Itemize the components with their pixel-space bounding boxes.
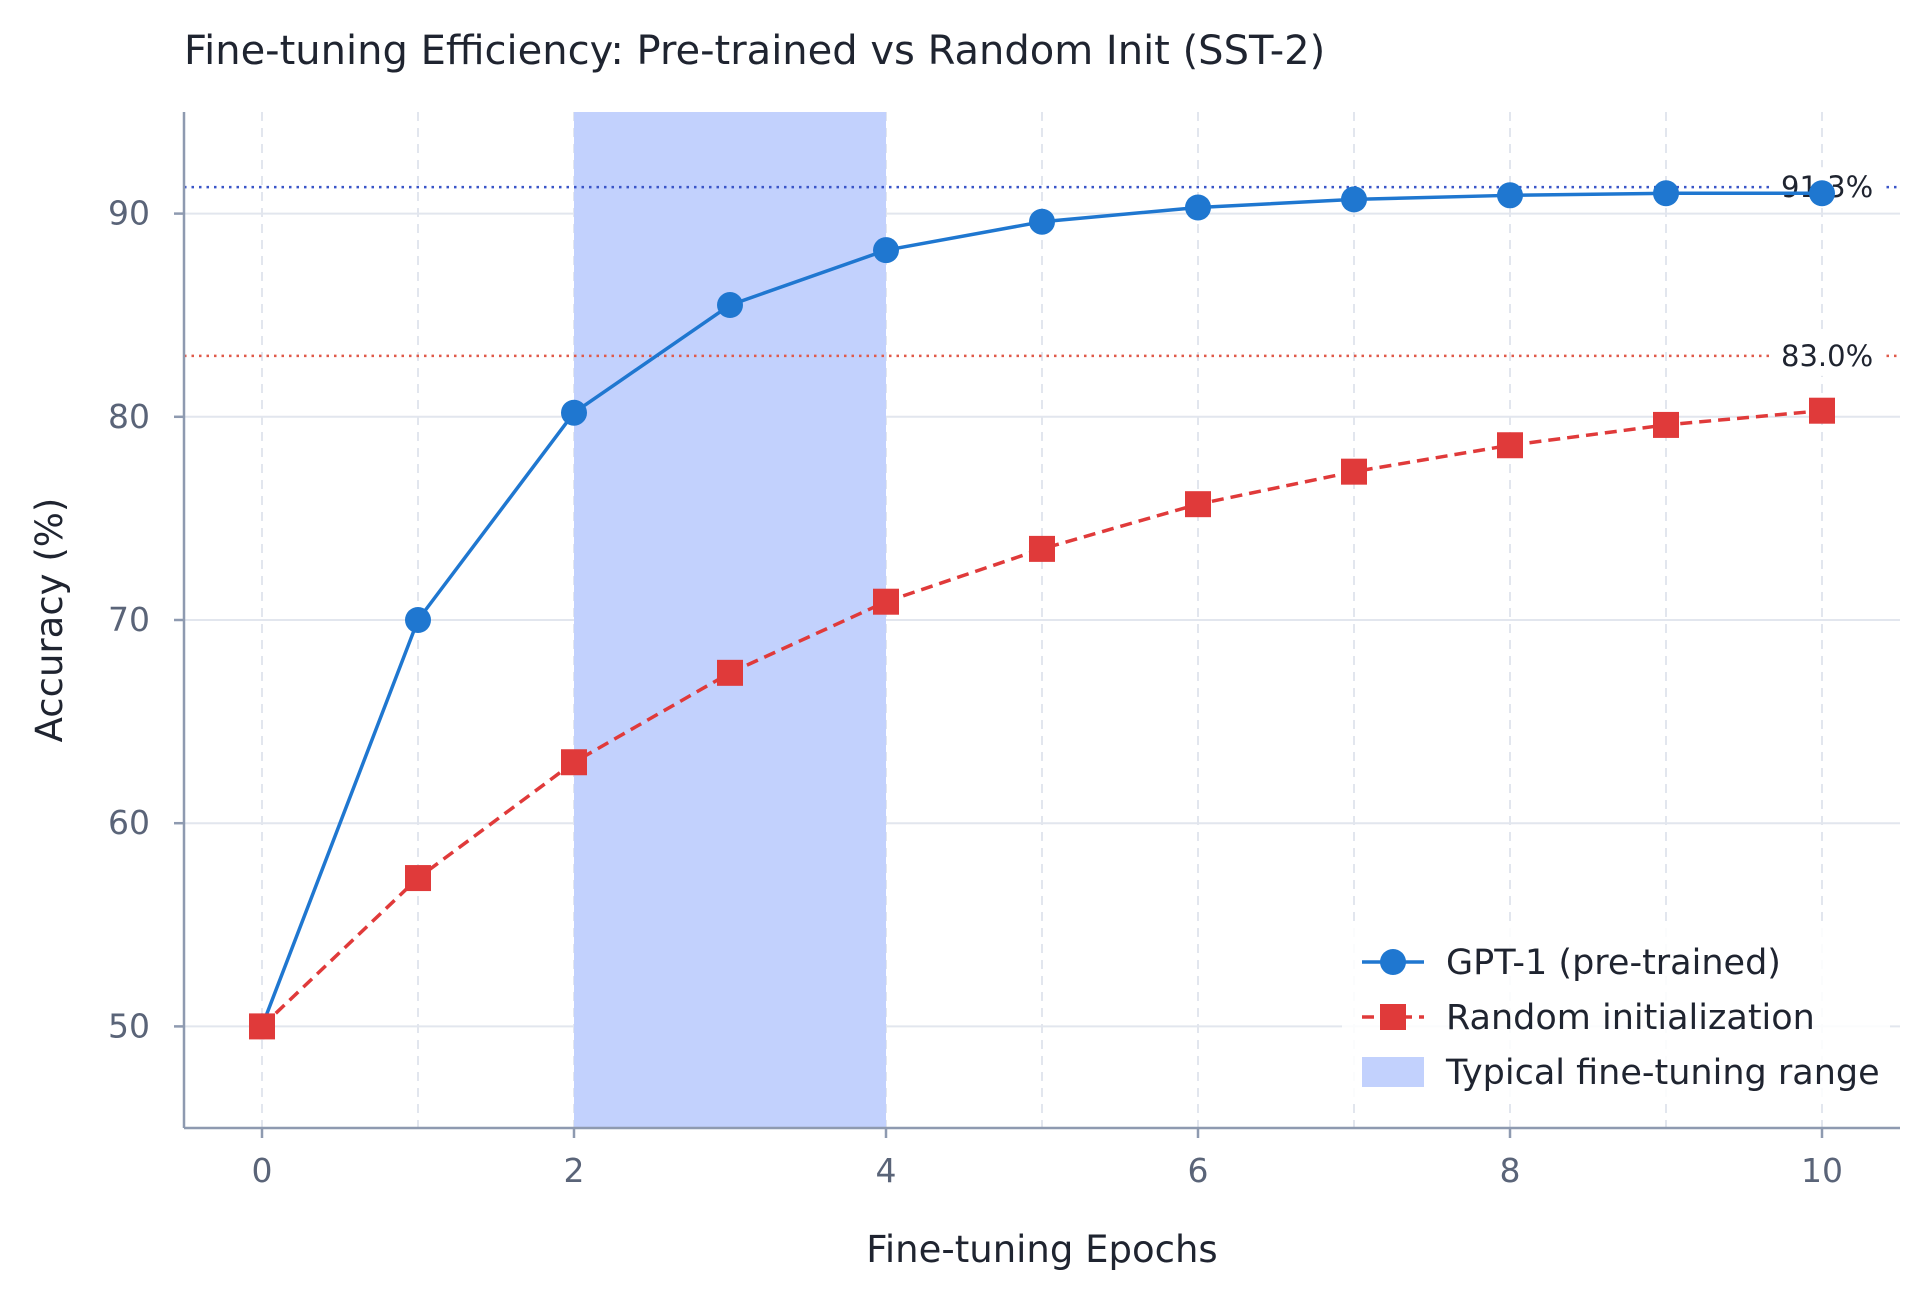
legend-box	[1342, 926, 1890, 1104]
data-point	[249, 1013, 275, 1040]
y-tick-label: 60	[108, 803, 150, 842]
data-point	[405, 607, 431, 633]
data-point	[561, 749, 587, 776]
legend-swatch	[1362, 1057, 1424, 1087]
x-tick-label: 4	[876, 1151, 897, 1190]
data-point	[1185, 194, 1211, 221]
y-axis-label: Accuracy (%)	[28, 498, 71, 743]
data-point	[1341, 186, 1367, 213]
y-tick-label: 80	[108, 397, 150, 436]
data-point	[1653, 180, 1679, 207]
reference-label: 83.0%	[1781, 339, 1873, 373]
data-point	[1341, 458, 1367, 485]
x-tick-label: 6	[1188, 1151, 1209, 1190]
x-tick-label: 0	[252, 1151, 273, 1190]
data-point	[1029, 208, 1055, 235]
axes: 50 60 70 80 90 0 2 4 6 8 10	[108, 112, 1900, 1190]
chart-title: Fine-tuning Efficiency: Pre-trained vs R…	[184, 28, 1325, 74]
x-axis-label: Fine-tuning Epochs	[866, 1228, 1217, 1271]
y-tick-label: 70	[108, 600, 150, 639]
data-point	[1029, 535, 1055, 562]
legend: GPT-1 (pre-trained) Random initialization…	[1342, 926, 1890, 1104]
series-2	[249, 397, 1835, 1040]
legend-label: Random initialization	[1446, 998, 1815, 1038]
series-1	[249, 180, 1835, 1040]
shaded-region-rect	[574, 112, 886, 1128]
y-tick-label: 90	[108, 194, 150, 233]
shaded-region	[574, 112, 886, 1128]
data-point	[873, 588, 899, 615]
data-point	[1497, 182, 1523, 209]
data-point	[1653, 411, 1679, 438]
data-point	[873, 237, 899, 264]
legend-marker	[1380, 1004, 1406, 1030]
data-point	[717, 659, 743, 686]
y-tick-label: 50	[108, 1006, 150, 1045]
legend-marker	[1380, 949, 1406, 975]
series	[249, 180, 1835, 1040]
reference-label-bg	[1774, 335, 1882, 376]
data-point	[717, 292, 743, 319]
data-point	[1809, 397, 1835, 424]
data-point	[405, 865, 431, 892]
data-point	[561, 399, 587, 426]
x-tick-label: 8	[1500, 1151, 1521, 1190]
data-point	[1809, 180, 1835, 207]
legend-label: GPT-1 (pre-trained)	[1446, 943, 1781, 983]
data-point	[1185, 491, 1211, 518]
legend-label: Typical fine-tuning range	[1445, 1053, 1880, 1093]
x-tick-label: 10	[1801, 1151, 1843, 1190]
series-line	[260, 408, 1823, 1028]
x-tick-label: 2	[564, 1151, 585, 1190]
data-point	[1497, 432, 1523, 459]
